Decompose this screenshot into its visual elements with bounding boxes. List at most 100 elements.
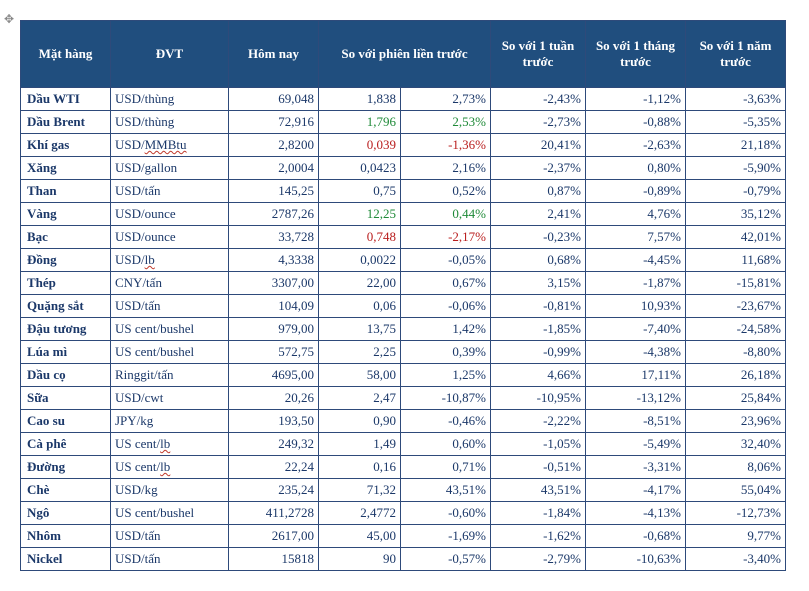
cell-delta-abs: 2,47: [319, 387, 401, 410]
cell-year: -0,79%: [686, 180, 786, 203]
cell-delta-pct: 43,51%: [401, 479, 491, 502]
cell-week: -2,22%: [491, 410, 586, 433]
cell-name: Ngô: [21, 502, 111, 525]
cell-name: Đậu tương: [21, 318, 111, 341]
table-body: Dầu WTIUSD/thùng69,0481,8382,73%-2,43%-1…: [21, 88, 786, 571]
cell-week: -1,85%: [491, 318, 586, 341]
cell-today: 2787,26: [229, 203, 319, 226]
col-today: Hôm nay: [229, 21, 319, 88]
cell-month: -4,45%: [586, 249, 686, 272]
cell-today: 4,3338: [229, 249, 319, 272]
cell-week: -0,81%: [491, 295, 586, 318]
table-row: ThanUSD/tấn145,250,750,52%0,87%-0,89%-0,…: [21, 180, 786, 203]
cell-month: -10,63%: [586, 548, 686, 571]
cell-unit: USD/cwt: [111, 387, 229, 410]
cell-week: -1,84%: [491, 502, 586, 525]
cell-name: Cà phê: [21, 433, 111, 456]
cell-name: Khí gas: [21, 134, 111, 157]
cell-delta-pct: -0,06%: [401, 295, 491, 318]
cell-unit: USD/lb: [111, 249, 229, 272]
cell-today: 3307,00: [229, 272, 319, 295]
cell-month: -8,51%: [586, 410, 686, 433]
cell-year: 23,96%: [686, 410, 786, 433]
cell-delta-pct: 0,67%: [401, 272, 491, 295]
cell-year: -5,35%: [686, 111, 786, 134]
table-row: Cà phêUS cent/lb249,321,490,60%-1,05%-5,…: [21, 433, 786, 456]
cell-name: Sữa: [21, 387, 111, 410]
cell-delta-pct: -10,87%: [401, 387, 491, 410]
cell-unit: US cent/bushel: [111, 502, 229, 525]
cell-delta-pct: -0,57%: [401, 548, 491, 571]
cell-week: -2,43%: [491, 88, 586, 111]
cell-unit: US cent/lb: [111, 456, 229, 479]
cell-year: -15,81%: [686, 272, 786, 295]
cell-today: 979,00: [229, 318, 319, 341]
cell-week: -0,23%: [491, 226, 586, 249]
cell-delta-pct: -1,69%: [401, 525, 491, 548]
cell-year: -23,67%: [686, 295, 786, 318]
cell-delta-pct: -0,46%: [401, 410, 491, 433]
cell-delta-pct: -1,36%: [401, 134, 491, 157]
cell-year: 8,06%: [686, 456, 786, 479]
cell-today: 249,32: [229, 433, 319, 456]
cell-name: Quặng sắt: [21, 295, 111, 318]
cell-month: 4,76%: [586, 203, 686, 226]
cell-today: 69,048: [229, 88, 319, 111]
cell-today: 33,728: [229, 226, 319, 249]
cell-unit: CNY/tấn: [111, 272, 229, 295]
cell-today: 2,8200: [229, 134, 319, 157]
cell-name: Đồng: [21, 249, 111, 272]
cell-month: -0,68%: [586, 525, 686, 548]
cell-delta-pct: 0,71%: [401, 456, 491, 479]
cell-delta-abs: 90: [319, 548, 401, 571]
col-name: Mặt hàng: [21, 21, 111, 88]
cell-today: 72,916: [229, 111, 319, 134]
cell-today: 22,24: [229, 456, 319, 479]
cell-month: -4,13%: [586, 502, 686, 525]
cell-unit: USD/ounce: [111, 226, 229, 249]
cell-week: 43,51%: [491, 479, 586, 502]
cell-name: Nickel: [21, 548, 111, 571]
cell-month: -0,88%: [586, 111, 686, 134]
cell-delta-pct: 2,73%: [401, 88, 491, 111]
cell-delta-pct: 0,60%: [401, 433, 491, 456]
table-row: Lúa mìUS cent/bushel572,752,250,39%-0,99…: [21, 341, 786, 364]
cell-delta-abs: 1,838: [319, 88, 401, 111]
cell-name: Thép: [21, 272, 111, 295]
cell-today: 15818: [229, 548, 319, 571]
cell-delta-pct: -2,17%: [401, 226, 491, 249]
cell-year: 32,40%: [686, 433, 786, 456]
col-year: So với 1 năm trước: [686, 21, 786, 88]
cell-unit: USD/ounce: [111, 203, 229, 226]
cell-month: -1,87%: [586, 272, 686, 295]
cell-delta-pct: 1,42%: [401, 318, 491, 341]
cell-year: -12,73%: [686, 502, 786, 525]
cell-today: 411,2728: [229, 502, 319, 525]
cell-name: Đường: [21, 456, 111, 479]
cell-delta-pct: 0,39%: [401, 341, 491, 364]
cell-delta-abs: 1,49: [319, 433, 401, 456]
cell-today: 20,26: [229, 387, 319, 410]
cell-name: Chè: [21, 479, 111, 502]
table-row: Dầu cọRinggit/tấn4695,0058,001,25%4,66%1…: [21, 364, 786, 387]
table-row: VàngUSD/ounce2787,2612,250,44%2,41%4,76%…: [21, 203, 786, 226]
table-row: Quặng sắtUSD/tấn104,090,06-0,06%-0,81%10…: [21, 295, 786, 318]
cell-delta-pct: 2,16%: [401, 157, 491, 180]
cell-today: 193,50: [229, 410, 319, 433]
cell-delta-abs: 0,0423: [319, 157, 401, 180]
cell-name: Nhôm: [21, 525, 111, 548]
cell-unit: US cent/bushel: [111, 318, 229, 341]
table-move-handle[interactable]: ✥: [4, 12, 14, 27]
table-row: SữaUSD/cwt20,262,47-10,87%-10,95%-13,12%…: [21, 387, 786, 410]
cell-unit: US cent/bushel: [111, 341, 229, 364]
table-row: BạcUSD/ounce33,7280,748-2,17%-0,23%7,57%…: [21, 226, 786, 249]
cell-week: -10,95%: [491, 387, 586, 410]
cell-unit: USD/tấn: [111, 180, 229, 203]
cell-unit: USD/tấn: [111, 548, 229, 571]
cell-month: 10,93%: [586, 295, 686, 318]
cell-name: Cao su: [21, 410, 111, 433]
table-row: ThépCNY/tấn3307,0022,000,67%3,15%-1,87%-…: [21, 272, 786, 295]
cell-week: -0,51%: [491, 456, 586, 479]
cell-year: 42,01%: [686, 226, 786, 249]
cell-delta-pct: -0,05%: [401, 249, 491, 272]
